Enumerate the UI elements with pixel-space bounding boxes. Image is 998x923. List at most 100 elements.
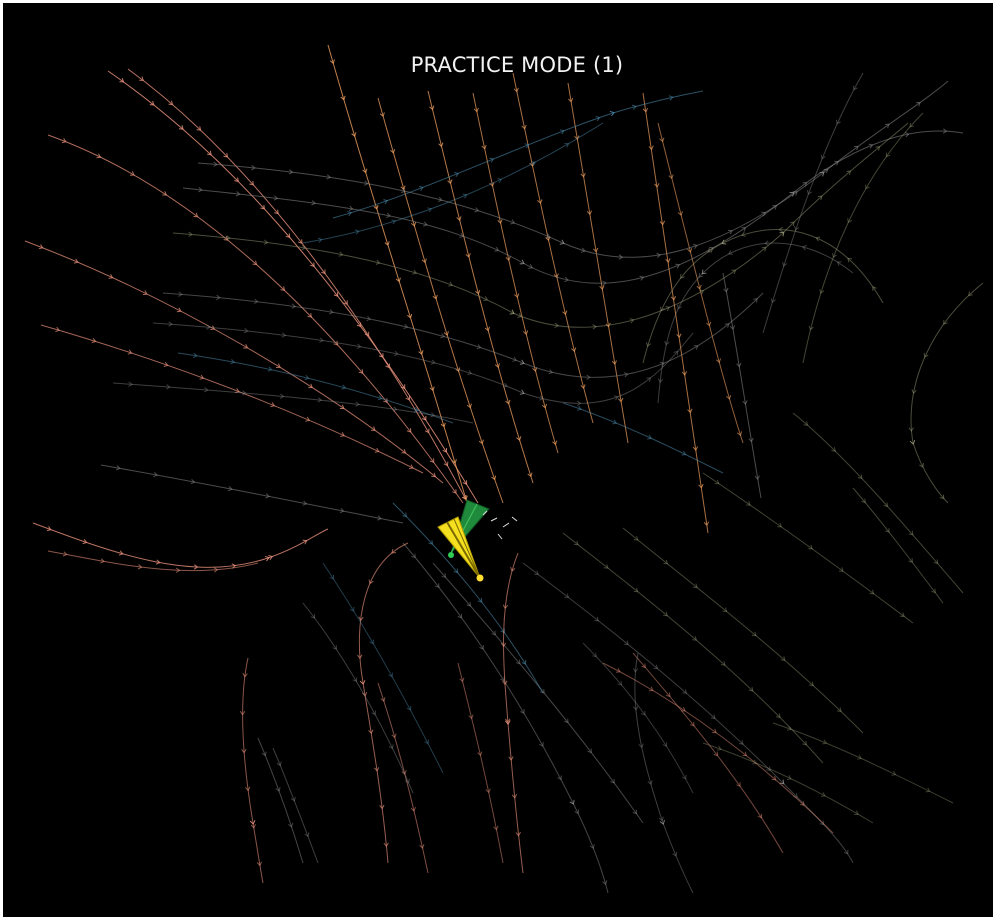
flow-arrow-icon: [510, 567, 516, 572]
flow-arrow-icon: [234, 177, 239, 183]
flow-arrow-icon: [752, 759, 758, 765]
flow-arrow-icon: [137, 564, 143, 570]
flow-arrow-icon: [410, 221, 417, 227]
flow-arrow-icon: [62, 551, 68, 557]
flow-arrow-icon: [846, 170, 852, 176]
flow-arrow-icon: [554, 322, 560, 329]
flow-arrow-icon: [580, 384, 586, 389]
flow-arrow-icon: [411, 553, 416, 559]
flow-arrow-icon: [374, 447, 380, 453]
streamline: [100, 464, 404, 524]
flow-arrow-icon: [392, 406, 398, 412]
flow-arrow-icon: [473, 107, 479, 113]
flow-arrow-icon: [520, 709, 525, 714]
flow-arrow-icon: [73, 258, 79, 264]
flow-arrow-icon: [421, 258, 427, 264]
streamline: [358, 542, 409, 864]
flow-arrow-icon: [373, 204, 379, 210]
flow-arrow-icon: [362, 691, 368, 697]
flow-arrow-icon: [648, 686, 654, 692]
flow-arrow-icon: [592, 324, 597, 330]
streamline: [107, 70, 479, 504]
flow-arrow-icon: [329, 574, 334, 580]
flow-arrow-icon: [386, 212, 391, 219]
flow-arrow-icon: [265, 493, 270, 499]
flow-arrow-icon: [275, 786, 281, 792]
flow-arrow-icon: [252, 260, 258, 266]
flow-arrow-icon: [857, 754, 862, 760]
flow-arrow-icon: [385, 363, 390, 369]
flow-arrow-icon: [647, 434, 653, 440]
game-screen[interactable]: PRACTICE MODE (1): [3, 3, 993, 917]
flow-arrow-icon: [511, 794, 518, 799]
flow-arrow-icon: [510, 219, 516, 225]
flow-arrow-icon: [317, 397, 323, 403]
flow-arrow-icon: [466, 601, 472, 607]
flow-arrow-icon: [698, 483, 704, 489]
flow-arrow-icon: [676, 333, 682, 339]
flow-arrow-icon: [692, 636, 697, 641]
flow-arrow-icon: [118, 550, 124, 556]
flow-arrow-icon: [193, 564, 199, 570]
flow-arrow-icon: [790, 221, 795, 227]
flow-arrow-icon: [738, 740, 744, 745]
flow-arrow-icon: [657, 378, 664, 384]
flow-arrow-icon: [687, 408, 693, 414]
flow-arrow-icon: [251, 165, 256, 171]
flow-arrow-icon: [418, 350, 424, 355]
flow-arrow-icon: [362, 168, 368, 174]
flow-arrow-icon: [418, 186, 424, 191]
flow-arrow-icon: [270, 402, 276, 408]
flow-arrow-icon: [128, 381, 133, 387]
flow-arrow-icon: [540, 688, 545, 694]
streamline: [152, 322, 694, 404]
flow-arrow-icon: [430, 359, 436, 365]
flow-arrow-icon: [574, 135, 580, 141]
flow-arrow-icon: [494, 363, 500, 369]
flow-arrow-icon: [748, 686, 754, 692]
flow-arrow-icon: [213, 161, 218, 167]
flow-arrow-icon: [617, 397, 624, 403]
flow-arrow-icon: [279, 393, 285, 399]
flow-arrow-icon: [931, 588, 936, 594]
flow-arrow-icon: [494, 246, 500, 252]
flow-arrow-icon: [302, 539, 308, 545]
flow-arrow-icon: [412, 269, 418, 275]
player-cone[interactable]: [437, 516, 484, 582]
flow-arrow-icon: [243, 343, 249, 349]
flow-arrow-icon: [438, 142, 444, 148]
flow-arrow-icon: [377, 515, 382, 521]
flow-arrow-icon: [772, 205, 778, 210]
flow-arrow-icon: [615, 667, 621, 673]
flow-arrow-icon: [736, 362, 742, 368]
flow-arrow-icon: [163, 361, 169, 367]
flow-arrow-icon: [230, 359, 236, 365]
flow-arrow-icon: [707, 248, 712, 253]
flow-arrow-icon: [904, 132, 910, 138]
streamline: [432, 562, 644, 824]
flow-arrow-icon: [421, 415, 427, 421]
flow-arrow-icon: [225, 235, 231, 241]
flow-arrow-icon: [820, 154, 826, 160]
flow-arrow-icon: [383, 199, 389, 205]
flow-arrow-icon: [741, 231, 746, 237]
flow-arrow-icon: [568, 97, 574, 103]
flow-arrow-icon: [505, 399, 511, 405]
flow-arrow-icon: [443, 461, 449, 467]
flow-arrow-icon: [410, 807, 416, 812]
flow-arrow-icon: [663, 559, 669, 565]
flow-arrow-icon: [391, 219, 397, 225]
flow-arrow-icon: [497, 178, 503, 183]
flow-arrow-icon: [564, 593, 570, 598]
flow-arrow-icon: [968, 291, 973, 297]
flow-arrow-icon: [199, 374, 205, 380]
flow-arrow-icon: [239, 711, 246, 716]
flow-arrow-icon: [612, 419, 618, 425]
flow-arrow-icon: [429, 386, 435, 392]
flow-arrow-icon: [100, 558, 105, 564]
flow-arrow-icon: [275, 363, 281, 368]
flow-arrow-icon: [489, 157, 495, 163]
flow-arrow-icon: [690, 721, 695, 727]
flow-arrow-icon: [713, 751, 719, 757]
flow-arrow-icon: [307, 313, 313, 318]
